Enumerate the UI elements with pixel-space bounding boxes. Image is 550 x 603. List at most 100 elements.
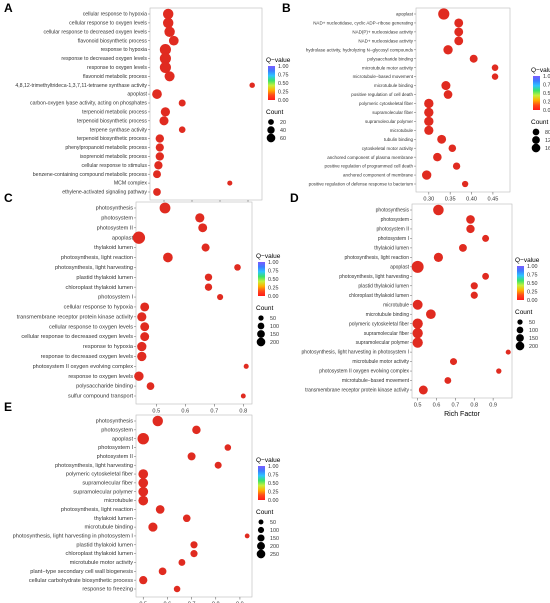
count-legend-label: 150 — [270, 332, 279, 338]
data-point — [152, 415, 163, 427]
category-label: microtubule binding — [84, 525, 133, 531]
category-label: photosynthesis — [96, 206, 134, 212]
category-label: microtubule−based movement — [353, 74, 414, 79]
panel-letter: D — [290, 191, 299, 205]
count-legend-label: 160 — [545, 146, 550, 152]
data-point — [178, 559, 186, 566]
category-label: terpenoid biosynthetic process — [77, 118, 147, 124]
q-colorbar — [533, 76, 540, 110]
data-point — [411, 260, 424, 273]
category-label: polysaccharide binding — [76, 384, 133, 390]
category-label: microtubule−based movement — [342, 378, 410, 384]
q-legend-title: Q−value — [256, 457, 281, 464]
data-point — [424, 125, 434, 135]
x-tick-label: 0.8 — [212, 602, 220, 603]
data-point — [195, 213, 205, 223]
count-legend-label: 150 — [270, 536, 279, 542]
category-label: photosystem I — [98, 295, 133, 301]
panel-a: A0.20.40.60.8Rich Factorcellular respons… — [4, 1, 291, 220]
q-tick-label: 0.50 — [268, 481, 279, 487]
q-tick-label: 0.50 — [268, 277, 279, 283]
category-label: cellular response to decreased oxygen le… — [21, 334, 133, 340]
data-point — [155, 152, 164, 161]
q-tick-label: 0.25 — [543, 100, 550, 106]
count-legend-dot — [257, 526, 265, 534]
data-point — [452, 162, 461, 170]
category-label: photosynthesis, light reaction — [61, 255, 133, 261]
count-legend-label: 150 — [529, 336, 538, 342]
data-point — [454, 36, 464, 46]
data-point — [138, 469, 149, 479]
category-label: cellular response to oxygen levels — [69, 21, 147, 27]
category-label: terpene synthase activity — [90, 127, 147, 133]
data-point — [461, 180, 469, 188]
data-point — [137, 432, 149, 445]
data-point — [448, 144, 457, 152]
count-legend-dot — [257, 322, 265, 330]
data-point — [164, 26, 175, 38]
panel-letter: C — [4, 191, 13, 205]
data-point — [441, 81, 451, 91]
count-legend-label: 50 — [270, 520, 276, 526]
x-tick-label: 0.5 — [152, 409, 160, 415]
panel-letter: E — [4, 400, 12, 414]
category-label: apoplast — [390, 264, 410, 270]
q-colorbar — [258, 466, 265, 500]
data-point — [249, 82, 255, 88]
count-legend-dot — [258, 315, 264, 321]
count-legend-dot — [256, 337, 266, 347]
q-tick-label: 0.75 — [268, 269, 279, 275]
category-label: microtubule binding — [374, 83, 414, 88]
category-label: positive regulation of cell death — [351, 92, 413, 97]
q-tick-label: 0.75 — [527, 273, 538, 279]
data-point — [433, 152, 442, 162]
category-label: anchored component of plasma membrane — [327, 155, 413, 160]
data-point — [437, 134, 447, 144]
count-legend-title: Count — [256, 305, 274, 312]
data-point — [155, 505, 165, 514]
data-point — [162, 17, 174, 29]
count-legend-label: 200 — [270, 340, 279, 346]
panel-c: C0.50.60.70.8Rich Factorphotosynthesisph… — [4, 191, 281, 424]
category-label: cellular response to oxygen levels — [49, 324, 133, 330]
x-tick-label: 0.6 — [164, 602, 172, 603]
category-label: cellular response to hypoxia — [64, 305, 134, 311]
q-tick-label: 0.25 — [268, 286, 279, 292]
category-label: polymeric cytoskeletal fiber — [66, 472, 133, 478]
data-point — [224, 444, 232, 451]
data-point — [137, 351, 147, 362]
category-label: benzene-containing compound metabolic pr… — [33, 172, 148, 178]
category-label: microtubule motor activity — [70, 560, 134, 566]
category-label: response to decreased oxygen levels — [41, 354, 134, 360]
q-tick-label: 0.00 — [527, 298, 538, 304]
category-label: cellular carbohydrate biosynthetic proce… — [29, 578, 133, 584]
category-label: response to oxygen levels — [68, 374, 133, 380]
q-legend-title: Q−value — [256, 253, 281, 260]
q-tick-label: 0.50 — [527, 281, 538, 287]
category-label: supramolecular fiber — [82, 480, 133, 486]
category-label: sulfur compound transport — [68, 394, 133, 400]
data-point — [454, 27, 464, 37]
q-tick-label: 0.75 — [543, 83, 550, 89]
q-tick-label: 0.75 — [278, 73, 289, 79]
data-point — [140, 332, 150, 342]
category-label: thylakoid lumen — [374, 245, 409, 251]
category-label: response to hypoxia — [83, 344, 134, 350]
category-label: microtubule — [104, 498, 133, 504]
category-label: photosystem — [381, 217, 409, 223]
category-label: microtubule — [390, 128, 414, 133]
count-legend-dot — [532, 136, 540, 144]
q-colorbar — [268, 66, 275, 100]
category-label: photosystem — [101, 427, 133, 433]
q-tick-label: 1.00 — [278, 64, 289, 70]
category-label: plastid thylakoid lumen — [76, 275, 133, 281]
data-point — [491, 64, 499, 71]
data-point — [466, 224, 475, 234]
category-label: tubulin binding — [384, 137, 414, 142]
category-label: NAD+ nucleotidase, cyclic ADP−ribose gen… — [313, 21, 413, 26]
x-tick-label: 0.40 — [466, 197, 477, 203]
data-point — [159, 116, 169, 126]
q-tick-label: 1.00 — [527, 264, 538, 270]
data-point — [412, 337, 423, 348]
category-label: hydrolase activity, hydrolyzing N−glycos… — [306, 47, 414, 52]
